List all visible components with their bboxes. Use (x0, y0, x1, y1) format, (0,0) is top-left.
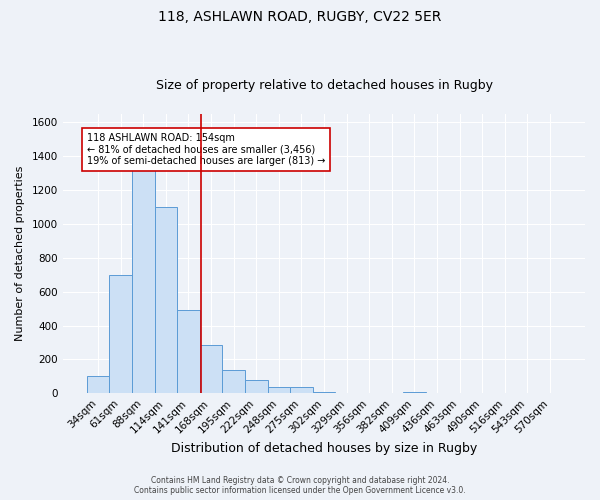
Bar (177, 310, 200, 394)
Bar (313, 392, 335, 394)
Title: Size of property relative to detached houses in Rugby: Size of property relative to detached ho… (155, 79, 493, 92)
Bar (403, 392, 426, 394)
Bar (290, 388, 313, 394)
Bar (200, 345, 223, 394)
Bar (268, 388, 290, 394)
Text: 118, ASHLAWN ROAD, RUGBY, CV22 5ER: 118, ASHLAWN ROAD, RUGBY, CV22 5ER (158, 10, 442, 24)
Text: 118 ASHLAWN ROAD: 154sqm
← 81% of detached houses are smaller (3,456)
19% of sem: 118 ASHLAWN ROAD: 154sqm ← 81% of detach… (87, 132, 325, 166)
X-axis label: Distribution of detached houses by size in Rugby: Distribution of detached houses by size … (171, 442, 477, 455)
Bar (109, 275, 132, 394)
Y-axis label: Number of detached properties: Number of detached properties (15, 166, 25, 342)
Text: Contains HM Land Registry data © Crown copyright and database right 2024.
Contai: Contains HM Land Registry data © Crown c… (134, 476, 466, 495)
Bar (132, 165, 155, 394)
Bar (155, 207, 177, 394)
Bar (245, 380, 268, 394)
Bar (87, 376, 109, 394)
Bar (223, 370, 245, 394)
